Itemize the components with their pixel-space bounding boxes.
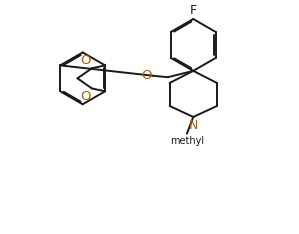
Text: O: O (80, 54, 91, 67)
Text: N: N (189, 119, 198, 132)
Text: O: O (80, 90, 91, 103)
Text: methyl: methyl (170, 136, 204, 146)
Text: O: O (141, 69, 152, 82)
Text: F: F (190, 4, 197, 17)
